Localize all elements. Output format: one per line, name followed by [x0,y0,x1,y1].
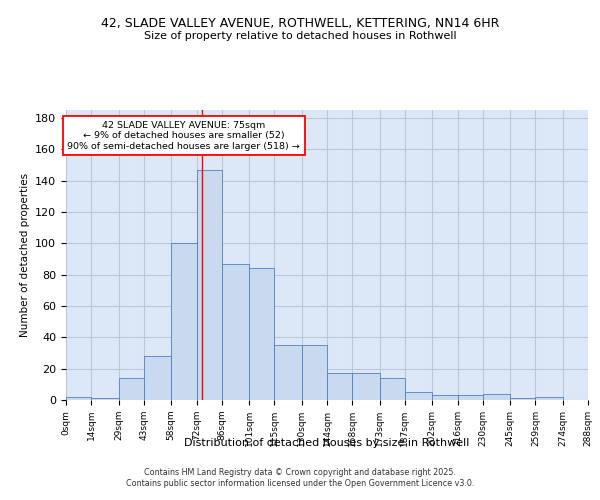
Bar [380,378,405,400]
Y-axis label: Number of detached properties: Number of detached properties [20,173,29,337]
Bar [432,396,458,400]
Bar [222,264,249,400]
Bar [91,398,119,400]
Bar [458,396,483,400]
Bar [66,397,91,400]
Bar [352,374,380,400]
Bar [510,398,535,400]
Bar [171,243,197,400]
Bar [144,356,171,400]
Bar [249,268,274,400]
Text: Distribution of detached houses by size in Rothwell: Distribution of detached houses by size … [184,438,470,448]
Bar [302,345,327,400]
Bar [483,394,510,400]
Bar [197,170,222,400]
Bar [274,345,302,400]
Bar [119,378,144,400]
Text: Size of property relative to detached houses in Rothwell: Size of property relative to detached ho… [143,31,457,41]
Text: Contains HM Land Registry data © Crown copyright and database right 2025.
Contai: Contains HM Land Registry data © Crown c… [126,468,474,487]
Text: 42 SLADE VALLEY AVENUE: 75sqm
← 9% of detached houses are smaller (52)
90% of se: 42 SLADE VALLEY AVENUE: 75sqm ← 9% of de… [67,121,300,151]
Bar [405,392,432,400]
Text: 42, SLADE VALLEY AVENUE, ROTHWELL, KETTERING, NN14 6HR: 42, SLADE VALLEY AVENUE, ROTHWELL, KETTE… [101,18,499,30]
Bar [535,397,563,400]
Bar [327,374,352,400]
